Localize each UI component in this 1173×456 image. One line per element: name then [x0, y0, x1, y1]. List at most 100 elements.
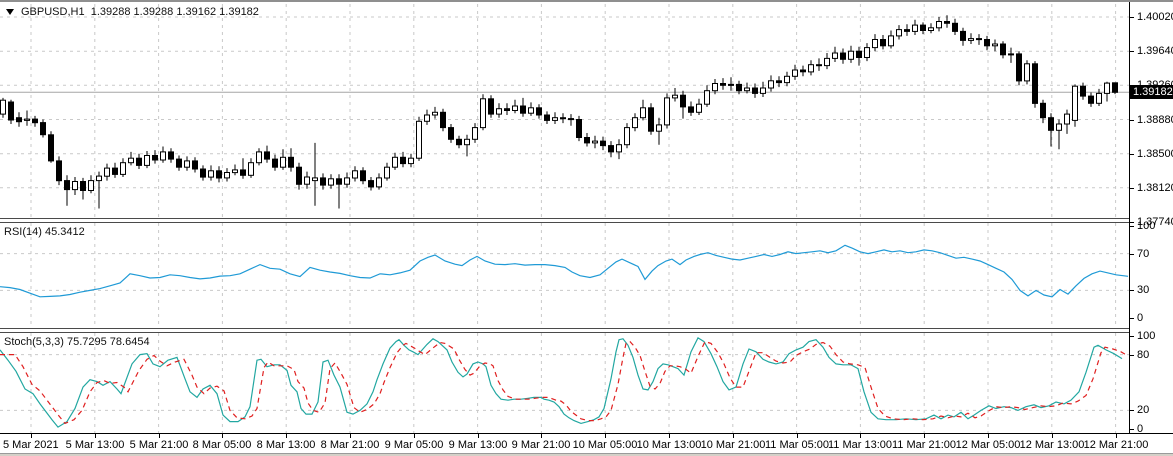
candle-body: [760, 87, 766, 94]
stoch-axis-label: 0: [1137, 423, 1144, 435]
time-axis-label: 8 Mar 21:00: [320, 439, 380, 451]
axis-tick: [1130, 17, 1134, 18]
candle-body: [880, 39, 886, 47]
time-axis-tick: [669, 434, 670, 438]
chevron-down-icon[interactable]: [6, 9, 14, 15]
candle-body: [904, 29, 910, 32]
candle-body: [1008, 53, 1014, 56]
axis-tick: [1130, 226, 1134, 227]
candle-body: [224, 172, 230, 179]
candle-body: [920, 24, 926, 32]
time-axis-tick: [31, 434, 32, 438]
candle-body: [424, 114, 430, 122]
candle-body: [400, 156, 406, 165]
candle-body: [856, 50, 862, 59]
time-axis-label: 12 Mar 21:00: [1083, 439, 1149, 451]
candle-body: [344, 177, 350, 185]
candle-body: [1104, 82, 1110, 94]
candle-body: [792, 69, 798, 77]
time-axis-label: 8 Mar 13:00: [256, 439, 316, 451]
candle-body: [8, 101, 14, 121]
candle-body: [848, 50, 854, 60]
candle-body: [192, 160, 198, 170]
candle-body: [184, 160, 190, 168]
candle-body: [304, 176, 310, 185]
candle-body: [272, 158, 278, 168]
time-axis-tick: [286, 434, 287, 438]
candle-body: [1072, 85, 1078, 121]
candle-body: [512, 105, 518, 111]
candle-body: [120, 162, 126, 175]
candle-body: [352, 170, 358, 179]
candle-body: [456, 138, 462, 146]
candle-body: [720, 83, 726, 86]
candlestick-chart[interactable]: [0, 4, 1129, 218]
rsi-chart[interactable]: [0, 223, 1129, 328]
candle-body: [1080, 85, 1086, 97]
axis-tick: [1130, 154, 1134, 155]
time-axis[interactable]: 5 Mar 2021 5 Mar 13:00 5 Mar 21:00 8 Mar 05…: [0, 433, 1173, 453]
candle-body: [656, 124, 662, 132]
time-axis-label: 11 Mar 21:00: [891, 439, 957, 451]
candle-body: [328, 178, 334, 186]
time-axis-tick: [478, 434, 479, 438]
candle-body: [392, 156, 398, 168]
candle-body: [24, 118, 30, 121]
candle-body: [712, 83, 718, 92]
candle-body: [1096, 92, 1102, 104]
axis-tick: [1130, 336, 1134, 337]
candle-body: [416, 120, 422, 159]
candle-body: [784, 75, 790, 84]
panel-separator-rsi-stoch[interactable]: [0, 328, 1129, 333]
candle-body: [448, 127, 454, 140]
candle-body: [1024, 63, 1030, 82]
candle-body: [800, 69, 806, 73]
time-axis-tick: [350, 434, 351, 438]
candle-body: [600, 140, 606, 147]
candle-body: [736, 83, 742, 92]
candle-body: [536, 107, 542, 116]
candle-body: [912, 24, 918, 32]
candle-body: [160, 151, 166, 161]
candle-body: [216, 170, 222, 179]
stoch-chart[interactable]: [0, 333, 1129, 433]
candle-body: [152, 155, 158, 161]
candle-body: [432, 111, 438, 116]
candle-body: [728, 83, 734, 86]
stoch-axis-label: 100: [1137, 330, 1156, 342]
time-axis-label: 11 Mar 05:00: [764, 439, 830, 451]
candle-body: [624, 127, 630, 146]
candle-body: [144, 155, 150, 166]
candle-body: [56, 160, 62, 182]
candle-body: [808, 64, 814, 73]
candle-body: [840, 52, 846, 60]
candle-body: [496, 108, 502, 115]
candle-body: [1064, 113, 1070, 125]
time-axis-tick: [797, 434, 798, 438]
candle-body: [632, 117, 638, 129]
time-axis-label: 5 Mar 21:00: [129, 439, 189, 451]
candle-body: [264, 151, 270, 160]
candle-body: [232, 169, 238, 174]
candle-body: [528, 107, 534, 114]
candle-body: [136, 157, 142, 166]
price-axis[interactable]: 1.400201.396401.392601.388801.385001.381…: [1130, 2, 1173, 435]
time-axis-label: 12 Mar 13:00: [1019, 439, 1085, 451]
time-axis-tick: [605, 434, 606, 438]
candle-body: [1088, 95, 1094, 104]
candle-body: [48, 134, 54, 162]
candle-body: [984, 39, 990, 47]
candle-body: [544, 114, 550, 121]
candle-body: [112, 167, 118, 175]
candle-body: [832, 52, 838, 59]
panel-separator-main-rsi[interactable]: [0, 218, 1129, 223]
candle-body: [240, 169, 246, 176]
time-axis-label: 11 Mar 13:00: [827, 439, 893, 451]
candle-body: [296, 166, 302, 185]
plot-right-border: [1129, 2, 1130, 433]
candle-body: [664, 97, 670, 126]
candle-body: [320, 177, 326, 186]
candle-body: [864, 47, 870, 58]
axis-tick: [1130, 188, 1134, 189]
candle-body: [960, 30, 966, 41]
